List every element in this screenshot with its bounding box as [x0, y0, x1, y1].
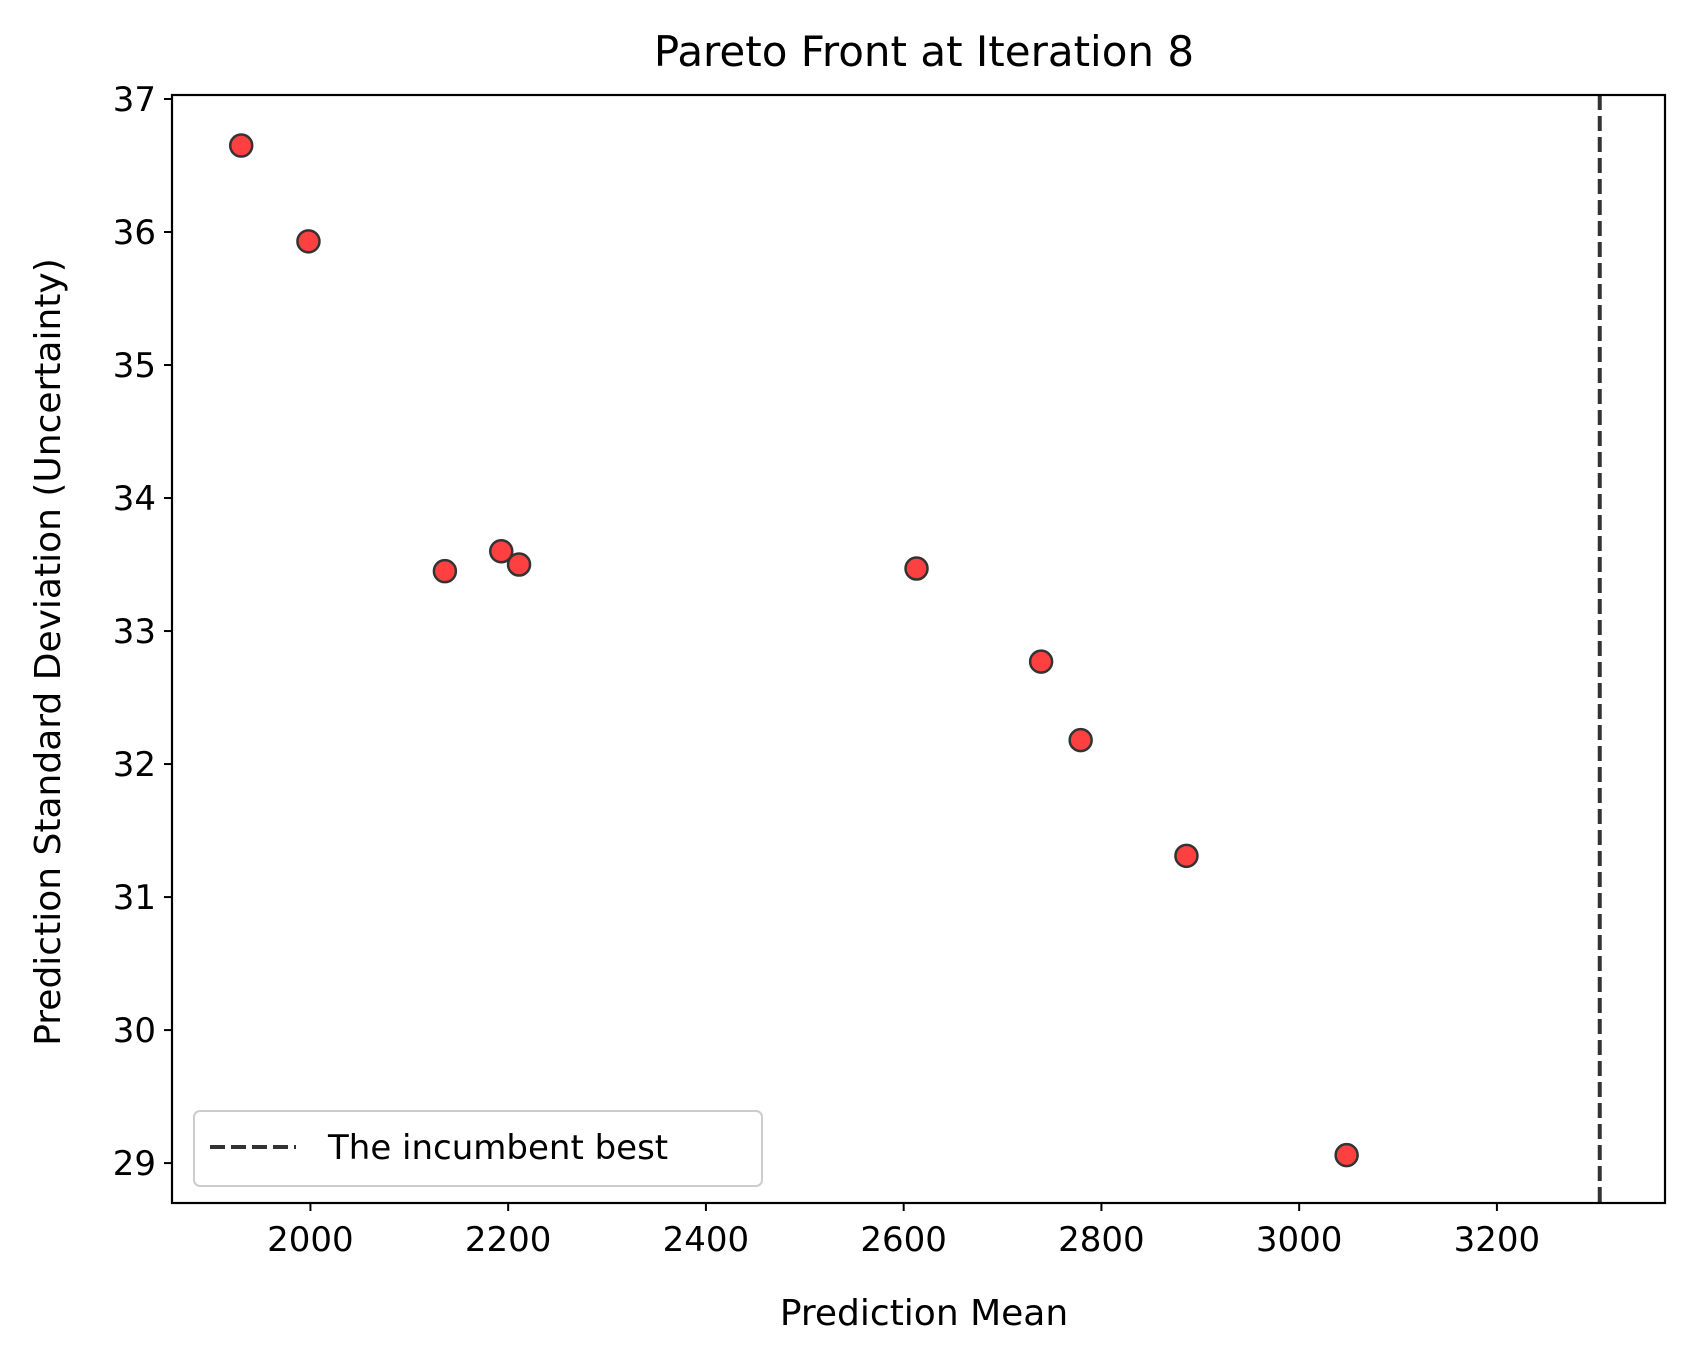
y-tick-label: 33	[113, 612, 156, 652]
y-tick-label: 31	[113, 878, 156, 918]
legend-box	[193, 1110, 763, 1187]
scatter-point	[489, 538, 514, 564]
x-tick-label: 3000	[1256, 1220, 1343, 1260]
legend: The incumbent best	[193, 1110, 763, 1187]
x-tick-label: 2800	[1058, 1220, 1145, 1260]
y-tick-label: 29	[113, 1144, 156, 1184]
x-tick-label: 2200	[465, 1220, 552, 1260]
plot-frame	[170, 93, 1667, 1205]
x-axis-label: Prediction Mean	[780, 1293, 1068, 1334]
chart-title: Pareto Front at Iteration 8	[654, 27, 1194, 76]
y-tick-label: 36	[113, 213, 156, 253]
scatter-point	[1334, 1142, 1359, 1168]
scatter-point	[1028, 649, 1054, 674]
legend-label: The incumbent best	[327, 1128, 668, 1168]
scatter-point	[904, 556, 929, 581]
scatter-point	[1068, 727, 1093, 753]
x-tick-label: 2600	[860, 1220, 947, 1260]
x-tick-label: 2400	[663, 1220, 750, 1260]
y-tick-label: 32	[113, 745, 156, 785]
scatter-point	[506, 552, 532, 577]
y-axis-label: Prediction Standard Deviation (Uncertain…	[28, 258, 69, 1046]
y-tick-label: 34	[113, 479, 156, 519]
scatter-point	[1174, 843, 1199, 869]
x-tick-label: 3200	[1454, 1220, 1541, 1260]
scatter-point	[432, 558, 458, 584]
x-tick-label: 2000	[267, 1220, 354, 1260]
y-tick-label: 30	[113, 1011, 156, 1051]
scatter-point	[296, 229, 321, 254]
axis-ticks: 2000 2200 2400 2600 2800 3000 3200 29 30 31 32 33 34…	[113, 80, 1540, 1260]
y-tick-label: 37	[113, 80, 156, 120]
scatter-point	[228, 133, 254, 158]
scatter-points	[228, 133, 1359, 1168]
y-tick-label: 35	[113, 346, 156, 386]
